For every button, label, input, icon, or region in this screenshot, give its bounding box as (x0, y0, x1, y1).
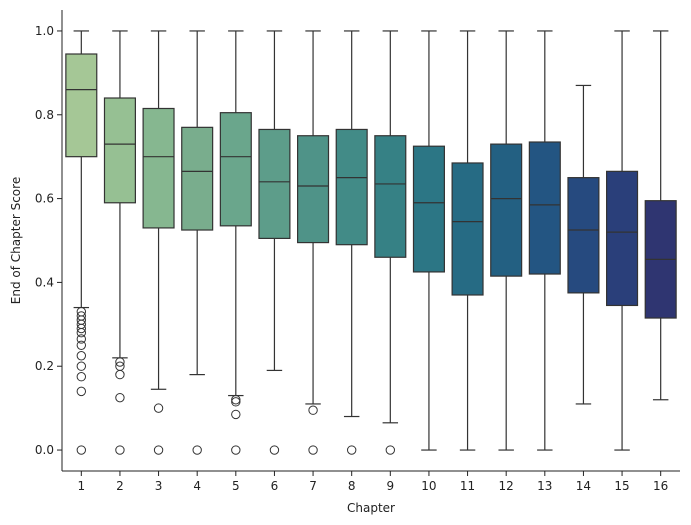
box-group-chapter-1 (65, 30, 98, 455)
outlier-point (76, 328, 87, 338)
outlier-point (269, 445, 280, 455)
x-tick-label: 1 (77, 479, 85, 493)
outlier-point (192, 445, 202, 455)
y-tick-label: 1.0 (35, 24, 54, 38)
y-tick-label: 0.2 (35, 359, 54, 373)
y-axis-label: End of Chapter Score (9, 177, 23, 304)
box-group-chapter-9 (374, 30, 407, 455)
box-group-chapter-11 (451, 30, 484, 451)
y-tick-label: 0.4 (35, 275, 54, 289)
box-iqr (374, 135, 407, 258)
box-iqr (606, 170, 639, 307)
y-tick-label: 0.6 (35, 192, 54, 206)
y-tick-label: 0.0 (35, 443, 54, 457)
x-tick-label: 8 (348, 479, 356, 493)
outlier-point (346, 445, 357, 455)
box-group-chapter-15 (606, 30, 639, 451)
outlier-point (231, 397, 241, 407)
x-tick-label: 11 (460, 479, 475, 493)
box-iqr (451, 162, 484, 296)
x-tick-label: 3 (155, 479, 163, 493)
box-iqr (258, 128, 291, 240)
outlier-point (308, 405, 318, 415)
box-group-chapter-7 (297, 30, 330, 455)
outlier-point (115, 445, 125, 455)
x-tick-label: 9 (386, 479, 394, 493)
box-group-chapter-4 (181, 30, 214, 455)
box-iqr (103, 97, 136, 204)
box-group-chapter-10 (412, 30, 445, 451)
x-tick-label: 2 (116, 479, 124, 493)
outlier-point (153, 403, 164, 413)
box-group-chapter-2 (103, 30, 136, 455)
x-tick-label: 15 (614, 479, 629, 493)
outlier-point (76, 351, 87, 361)
outlier-point (76, 361, 87, 371)
outlier-point (76, 386, 87, 397)
box-iqr (490, 143, 523, 277)
box-iqr (142, 107, 175, 229)
box-iqr (219, 112, 252, 227)
x-tick-label: 13 (537, 479, 552, 493)
x-tick-label: 14 (576, 479, 591, 493)
x-tick-label: 6 (271, 479, 279, 493)
x-tick-label: 7 (309, 479, 317, 493)
x-tick-label: 5 (232, 479, 240, 493)
x-tick-label: 4 (193, 479, 201, 493)
outlier-point (76, 340, 87, 350)
x-tick-label: 10 (421, 479, 436, 493)
outlier-point (76, 323, 87, 334)
outlier-point (231, 409, 241, 420)
box-group-chapter-6 (258, 30, 291, 455)
box-group-chapter-14 (567, 84, 600, 405)
box-iqr (567, 177, 600, 294)
x-tick-label: 12 (499, 479, 514, 493)
outlier-point (76, 372, 87, 382)
box-group-chapter-12 (490, 30, 523, 451)
box-group-chapter-5 (219, 30, 252, 455)
outlier-point (115, 392, 125, 403)
plot-area (65, 30, 677, 455)
outlier-point (385, 445, 396, 455)
box-iqr (65, 53, 98, 158)
y-ticks: 0.0 0.2 0.4 0.6 0.8 1.0 (35, 24, 62, 457)
y-tick-label: 0.8 (35, 108, 54, 122)
box-iqr (528, 141, 561, 275)
box-group-chapter-16 (644, 30, 677, 401)
outlier-point (231, 445, 241, 455)
box-iqr (297, 135, 330, 244)
outlier-point (76, 445, 87, 455)
box-group-chapter-3 (142, 30, 175, 455)
outlier-point (115, 369, 125, 380)
box-group-chapter-13 (528, 30, 561, 451)
outlier-point (153, 445, 164, 455)
x-axis-label: Chapter (347, 501, 395, 515)
box-iqr (335, 128, 368, 246)
outlier-point (231, 395, 241, 405)
x-tick-label: 16 (653, 479, 668, 493)
x-ticks: 1 2 3 4 5 6 7 8 9 10 11 12 13 14 15 16 (77, 471, 668, 493)
box-iqr (412, 145, 445, 273)
outlier-point (308, 445, 318, 455)
box-group-chapter-8 (335, 30, 368, 455)
outlier-point (76, 334, 87, 344)
outlier-point (115, 357, 125, 367)
box-iqr (181, 126, 214, 231)
